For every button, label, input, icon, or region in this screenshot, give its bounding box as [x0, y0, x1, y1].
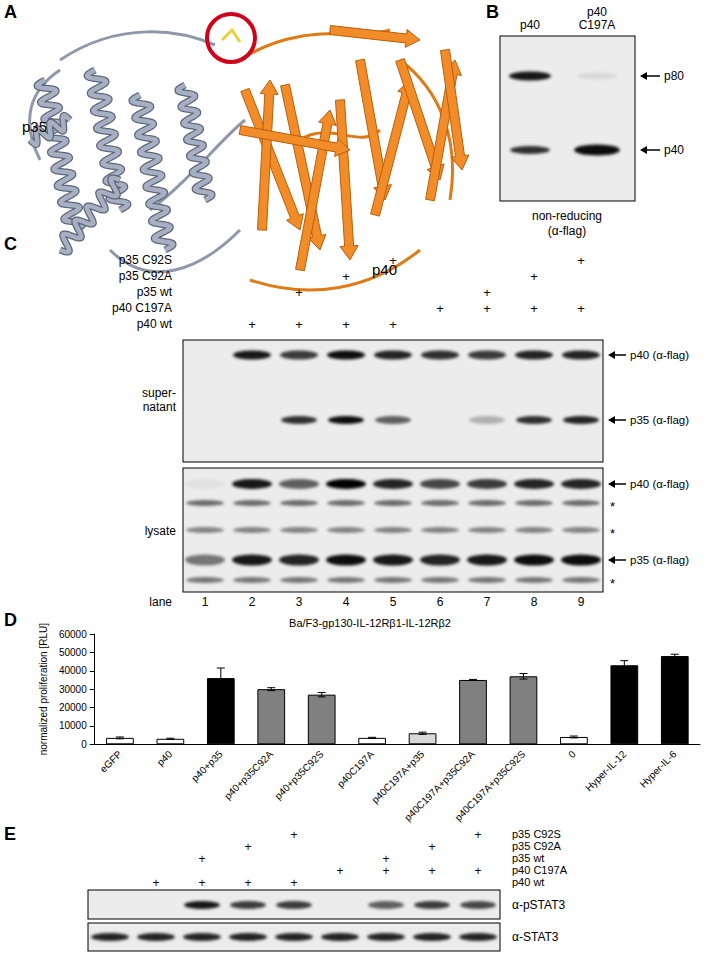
svg-text:10000: 10000 — [59, 720, 87, 731]
svg-text:+: + — [483, 285, 491, 300]
svg-text:p40C197A+p35C92S: p40C197A+p35C92S — [453, 748, 528, 823]
svg-text:+: + — [577, 301, 585, 316]
svg-text:p40 (α-flag): p40 (α-flag) — [630, 349, 689, 361]
svg-text:C197A: C197A — [579, 18, 616, 32]
svg-text:p40+p35C92S: p40+p35C92S — [272, 748, 325, 801]
svg-text:p35 (α-flag): p35 (α-flag) — [630, 554, 689, 566]
svg-text:E: E — [4, 824, 16, 844]
svg-text:0: 0 — [81, 739, 87, 750]
svg-text:A: A — [4, 2, 17, 22]
svg-text:α-STAT3: α-STAT3 — [512, 930, 559, 944]
svg-text:lysate: lysate — [145, 524, 177, 538]
svg-text:+: + — [530, 301, 538, 316]
svg-text:+: + — [483, 301, 491, 316]
svg-text:+: + — [389, 317, 397, 332]
svg-text:20000: 20000 — [59, 702, 87, 713]
svg-text:+: + — [248, 317, 256, 332]
svg-text:p40C197A+p35: p40C197A+p35 — [369, 748, 426, 805]
svg-text:+: + — [295, 317, 303, 332]
svg-text:p35 wt: p35 wt — [137, 285, 173, 299]
svg-text:lane: lane — [149, 595, 172, 609]
svg-text:*: * — [610, 499, 615, 514]
svg-text:5: 5 — [390, 595, 397, 609]
svg-text:+: + — [295, 285, 303, 300]
svg-text:p40: p40 — [664, 143, 684, 157]
svg-text:+: + — [342, 317, 350, 332]
svg-text:+: + — [474, 828, 481, 842]
svg-text:*: * — [610, 526, 615, 541]
svg-text:eGFP: eGFP — [98, 748, 124, 774]
svg-text:Hyper-IL-6: Hyper-IL-6 — [638, 748, 679, 789]
svg-text:50000: 50000 — [59, 647, 87, 658]
svg-text:p40: p40 — [372, 261, 397, 278]
svg-text:p40: p40 — [520, 18, 540, 32]
svg-text:+: + — [342, 269, 350, 284]
svg-text:2: 2 — [249, 595, 256, 609]
svg-text:*: * — [610, 576, 615, 591]
svg-text:(α-flag): (α-flag) — [548, 224, 586, 238]
svg-text:+: + — [244, 840, 251, 854]
svg-text:+: + — [436, 301, 444, 316]
svg-text:p40 wt: p40 wt — [137, 317, 173, 331]
svg-text:+: + — [198, 876, 205, 890]
svg-text:7: 7 — [484, 595, 491, 609]
svg-text:+: + — [428, 864, 435, 878]
svg-text:p35: p35 — [22, 118, 47, 135]
svg-text:1: 1 — [202, 595, 209, 609]
svg-text:+: + — [152, 876, 159, 890]
svg-text:p35 C92S: p35 C92S — [119, 253, 172, 267]
svg-text:+: + — [474, 864, 481, 878]
svg-text:0: 0 — [566, 748, 578, 760]
svg-text:p35 C92S: p35 C92S — [512, 828, 561, 840]
svg-text:B: B — [486, 2, 499, 22]
svg-text:p35 C92A: p35 C92A — [119, 269, 172, 283]
svg-text:normalized proliferation [RLU]: normalized proliferation [RLU] — [38, 623, 49, 756]
svg-text:super-: super- — [142, 386, 176, 400]
svg-text:α-pSTAT3: α-pSTAT3 — [512, 898, 565, 912]
svg-text:p40: p40 — [155, 748, 175, 768]
svg-text:p40 wt: p40 wt — [512, 876, 544, 888]
svg-text:+: + — [336, 864, 343, 878]
svg-text:p40+p35: p40+p35 — [189, 748, 225, 784]
svg-text:natant: natant — [143, 400, 177, 414]
svg-text:p40: p40 — [587, 5, 607, 19]
svg-text:6: 6 — [437, 595, 444, 609]
svg-text:+: + — [244, 876, 251, 890]
svg-text:non-reducing: non-reducing — [532, 209, 602, 223]
svg-text:4: 4 — [343, 595, 350, 609]
svg-text:3: 3 — [296, 595, 303, 609]
svg-text:p40 C197A: p40 C197A — [512, 864, 568, 876]
svg-text:Ba/F3-gp130-IL-12Rβ1-IL-12Rβ2: Ba/F3-gp130-IL-12Rβ1-IL-12Rβ2 — [289, 617, 451, 629]
svg-text:+: + — [290, 876, 297, 890]
svg-text:Hyper-IL-12: Hyper-IL-12 — [583, 748, 628, 793]
svg-text:40000: 40000 — [59, 665, 87, 676]
svg-text:+: + — [382, 864, 389, 878]
svg-text:9: 9 — [578, 595, 585, 609]
svg-text:p40+p35C92A: p40+p35C92A — [222, 748, 275, 801]
svg-text:p35 wt: p35 wt — [512, 852, 544, 864]
svg-text:p40 (α-flag): p40 (α-flag) — [630, 478, 689, 490]
svg-text:p40C197A: p40C197A — [335, 748, 376, 789]
svg-text:p40C197A+p35C92A: p40C197A+p35C92A — [402, 748, 477, 824]
svg-text:+: + — [530, 269, 538, 284]
svg-text:+: + — [290, 828, 297, 842]
svg-text:60000: 60000 — [59, 629, 87, 640]
svg-text:+: + — [428, 840, 435, 854]
svg-text:D: D — [4, 610, 17, 630]
svg-text:C: C — [4, 234, 17, 254]
svg-text:+: + — [198, 852, 205, 866]
svg-text:30000: 30000 — [59, 684, 87, 695]
svg-text:p35 C92A: p35 C92A — [512, 840, 562, 852]
svg-text:p80: p80 — [664, 69, 684, 83]
svg-text:+: + — [577, 253, 585, 268]
svg-text:p40 C197A: p40 C197A — [112, 301, 172, 315]
svg-text:8: 8 — [531, 595, 538, 609]
svg-text:+: + — [389, 253, 397, 268]
svg-text:p35 (α-flag): p35 (α-flag) — [630, 414, 689, 426]
